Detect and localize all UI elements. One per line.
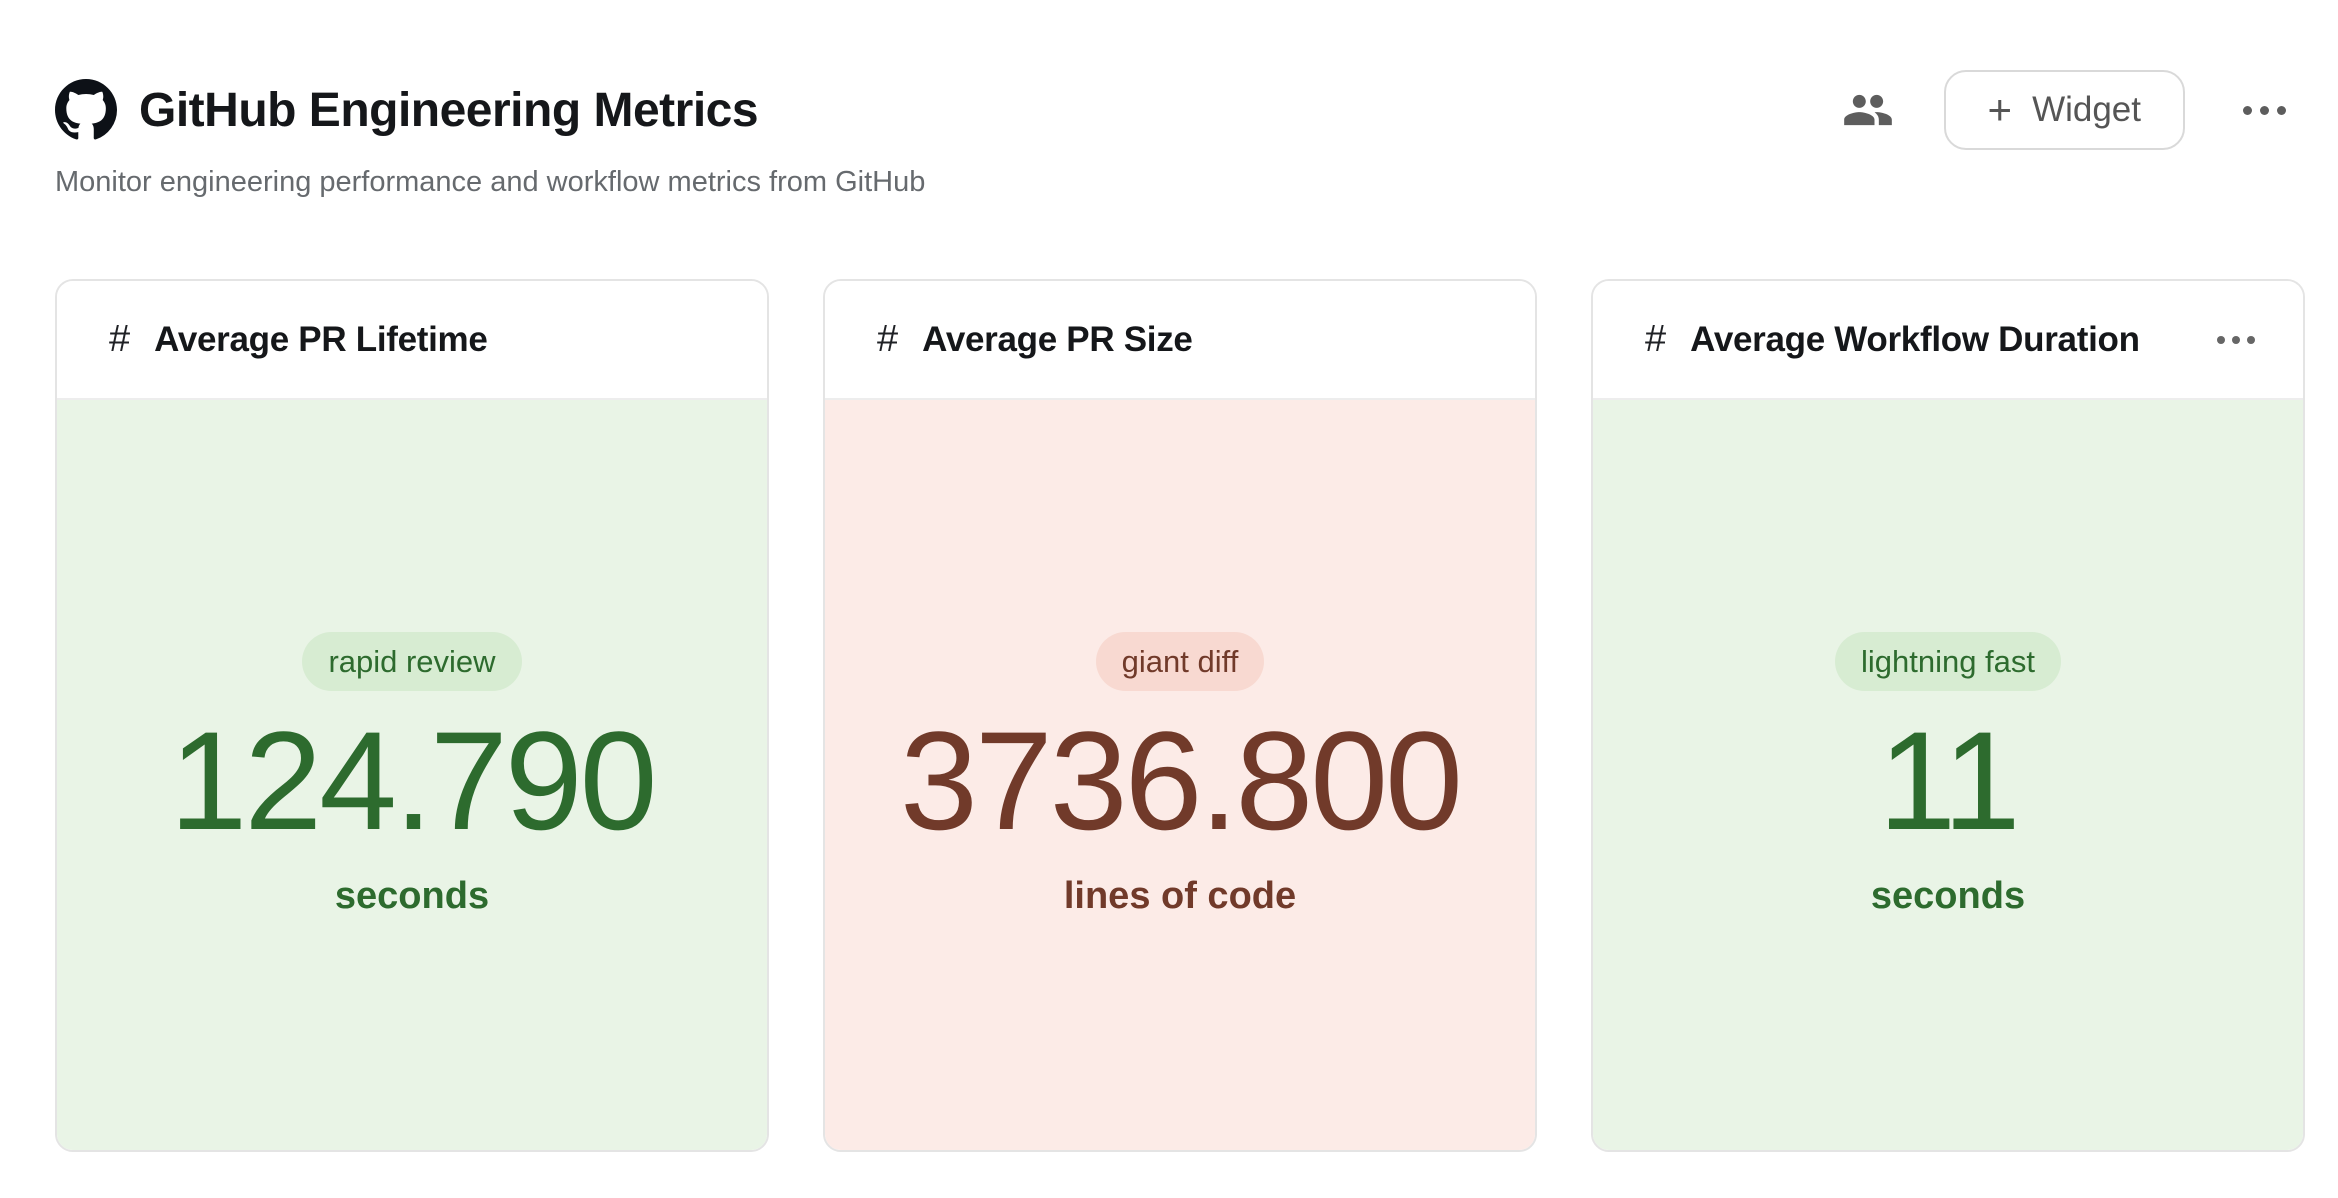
card-header[interactable]: # Average PR Size — [825, 281, 1535, 400]
card-title: Average PR Size — [922, 319, 1193, 359]
github-logo-icon — [55, 79, 117, 140]
metric-card-average-workflow-duration: # Average Workflow Duration lightning fa… — [1591, 279, 2305, 1152]
card-more-menu-button[interactable] — [2213, 324, 2259, 356]
metric-value: 11 — [1878, 702, 2020, 859]
card-title: Average Workflow Duration — [1690, 319, 2140, 359]
card-title: Average PR Lifetime — [154, 319, 488, 359]
card-body: rapid review 124.790 seconds — [57, 400, 767, 1150]
ellipsis-icon — [2232, 335, 2240, 344]
status-badge: lightning fast — [1834, 632, 2062, 691]
hash-icon: # — [1645, 318, 1667, 360]
metric-value: 124.790 — [169, 702, 657, 859]
ellipsis-icon — [2260, 105, 2269, 115]
people-icon — [1843, 94, 1892, 126]
page-subtitle: Monitor engineering performance and work… — [55, 166, 926, 198]
metric-cards-row: # Average PR Lifetime rapid review 124.7… — [55, 279, 2305, 1152]
card-body: lightning fast 11 seconds — [1593, 400, 2303, 1150]
ellipsis-icon — [2247, 335, 2255, 344]
dashboard-more-menu-button[interactable] — [2237, 92, 2292, 129]
add-widget-button[interactable]: + Widget — [1943, 70, 2185, 150]
metric-card-average-pr-size: # Average PR Size giant diff 3736.800 li… — [823, 279, 1537, 1152]
ellipsis-icon — [2277, 105, 2286, 115]
metric-value: 3736.800 — [900, 702, 1463, 859]
card-header[interactable]: # Average Workflow Duration — [1593, 281, 2303, 400]
metric-card-average-pr-lifetime: # Average PR Lifetime rapid review 124.7… — [55, 279, 769, 1152]
card-body: giant diff 3736.800 lines of code — [825, 400, 1535, 1150]
status-badge: rapid review — [302, 632, 522, 691]
card-header[interactable]: # Average PR Lifetime — [57, 281, 767, 400]
metric-unit: seconds — [334, 875, 490, 917]
ellipsis-icon — [2217, 335, 2225, 344]
plus-icon: + — [1987, 86, 2013, 133]
hash-icon: # — [109, 318, 131, 360]
dashboard-header: GitHub Engineering Metrics + Widget Moni… — [0, 0, 2338, 199]
ellipsis-icon — [2243, 105, 2252, 115]
metric-unit: seconds — [1870, 875, 2026, 917]
share-people-button[interactable] — [1840, 82, 1896, 138]
hash-icon: # — [877, 318, 899, 360]
status-badge: giant diff — [1095, 632, 1265, 691]
page-title: GitHub Engineering Metrics — [139, 83, 759, 137]
metric-unit: lines of code — [1063, 875, 1297, 917]
add-widget-label: Widget — [2032, 90, 2141, 129]
